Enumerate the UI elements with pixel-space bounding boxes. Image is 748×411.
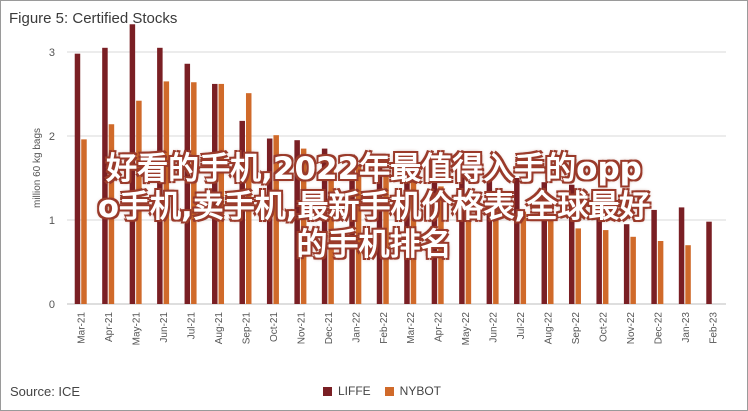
bar-nybot <box>355 165 362 304</box>
watermark-overlay-text: 好看的手机,2022年最值得入手的opp o手机,卖手机,最新手机价格表,全球最… <box>0 150 748 264</box>
x-tick-label: Sep-22 <box>571 312 582 345</box>
chart-title: Figure 5: Certified Stocks <box>9 10 178 27</box>
x-tick-label: Nov-21 <box>296 312 307 345</box>
y-tick-label: 2 <box>49 131 55 143</box>
x-tick-label: Jul-21 <box>187 312 198 340</box>
bar-liffe <box>212 83 218 304</box>
overlay-line-2: o手机,卖手机,最新手机价格表,全球最好 <box>97 189 651 225</box>
bar-liffe <box>486 173 493 304</box>
overlay-line-1: 好看的手机,2022年最值得入手的opp <box>106 151 642 187</box>
bar-nybot <box>630 236 636 304</box>
bar-nybot <box>685 245 691 304</box>
x-tick-label: Jul-22 <box>516 312 527 340</box>
chart-legend: LIFFE NYBOT <box>323 384 455 398</box>
bar-nybot <box>273 135 279 304</box>
bar-nybot <box>575 228 581 304</box>
bar-nybot <box>108 124 115 305</box>
x-tick-label: Aug-21 <box>214 312 225 345</box>
bar-nybot <box>136 100 142 304</box>
y-tick-label: 1 <box>49 215 55 227</box>
overlay-line-3: 的手机排名 <box>296 227 452 263</box>
bar-nybot <box>657 241 664 304</box>
bar-nybot <box>493 203 499 304</box>
x-tick-label: Mar-21 <box>77 312 88 344</box>
x-tick-label: May-21 <box>132 312 143 346</box>
x-tick-label: Apr-21 <box>104 312 115 342</box>
x-tick-label: Oct-21 <box>269 312 280 342</box>
x-tick-label: Nov-22 <box>626 312 637 345</box>
bar-liffe <box>239 120 245 304</box>
legend-item-liffe: LIFFE <box>323 384 371 398</box>
x-tick-label: Feb-22 <box>379 312 390 344</box>
bar-nybot <box>548 220 554 304</box>
bar-liffe <box>184 63 191 305</box>
x-tick-label: Apr-22 <box>434 312 445 342</box>
legend-item-nybot: NYBOT <box>384 384 442 398</box>
bar-nybot <box>465 194 472 304</box>
legend-swatch-nybot <box>384 386 394 396</box>
bar-nybot <box>383 171 389 304</box>
x-tick-label: Jan-22 <box>351 312 362 343</box>
bar-nybot <box>410 178 417 304</box>
bar-liffe <box>349 154 355 304</box>
x-tick-label: Oct-22 <box>598 312 609 342</box>
bar-liffe <box>376 157 383 304</box>
bar-liffe <box>404 161 410 304</box>
bar-nybot <box>520 211 527 304</box>
bar-liffe <box>102 47 108 305</box>
bar-nybot <box>218 83 225 304</box>
bar-liffe <box>596 207 602 304</box>
bar-nybot <box>300 148 307 304</box>
bar-liffe <box>623 224 630 304</box>
bar-liffe <box>266 138 273 304</box>
bar-liffe <box>431 165 438 304</box>
x-tick-label: Dec-22 <box>653 312 664 345</box>
bar-liffe <box>706 221 712 304</box>
bar-nybot <box>438 186 444 304</box>
bar-nybot <box>245 93 252 304</box>
chart-source: Source: ICE <box>10 384 81 399</box>
y-tick-label: 0 <box>49 299 55 311</box>
legend-label-nybot: NYBOT <box>399 384 442 398</box>
x-tick-label: Aug-22 <box>544 312 555 345</box>
bar-liffe <box>514 178 520 304</box>
bar-liffe <box>459 169 465 304</box>
bar-nybot <box>328 161 334 304</box>
x-tick-label: Jan-23 <box>681 312 692 343</box>
bar-liffe <box>157 47 163 305</box>
bar-liffe <box>651 209 657 304</box>
bar-nybot <box>191 82 197 305</box>
x-tick-label: May-22 <box>461 312 472 346</box>
bar-liffe <box>678 207 685 304</box>
bar-liffe <box>74 53 81 305</box>
x-tick-label: Sep-21 <box>241 312 252 345</box>
bar-nybot <box>163 81 170 305</box>
bar-liffe <box>568 184 575 304</box>
bar-liffe <box>321 148 328 304</box>
x-tick-label: Dec-21 <box>324 312 335 345</box>
x-tick-label: Jun-22 <box>489 312 500 343</box>
bar-nybot <box>602 230 609 304</box>
x-tick-label: Mar-22 <box>406 312 417 344</box>
legend-swatch-liffe <box>323 386 332 396</box>
legend-label-liffe: LIFFE <box>338 384 371 398</box>
bar-liffe <box>294 140 300 304</box>
bar-nybot <box>81 139 87 304</box>
y-axis-label: million 60 kg bags <box>32 128 43 208</box>
x-tick-label: Feb-23 <box>708 312 719 344</box>
y-tick-label: 3 <box>49 47 55 59</box>
x-tick-label: Jun-21 <box>159 312 170 343</box>
bar-liffe <box>541 182 548 304</box>
bar-liffe <box>129 24 136 305</box>
